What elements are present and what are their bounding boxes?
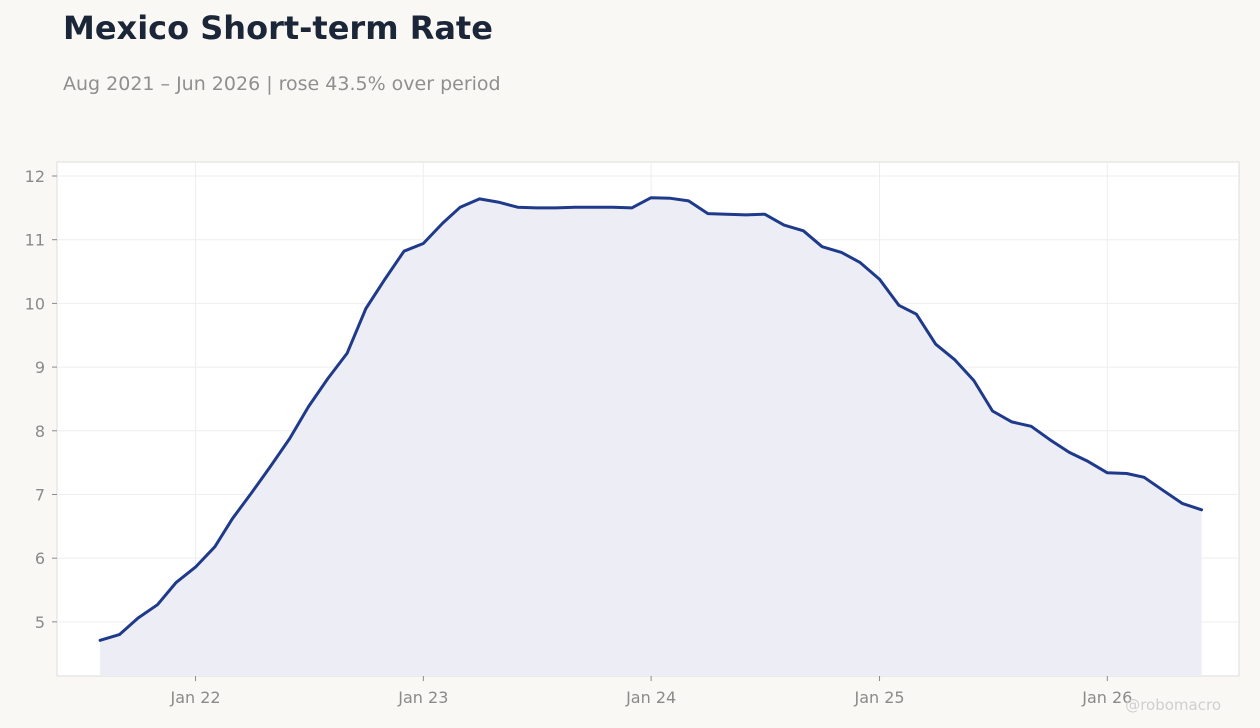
data-point (744, 213, 748, 217)
data-point (1086, 460, 1090, 463)
data-point (118, 633, 121, 636)
y-tick-label: 8 (35, 422, 45, 441)
data-point (1030, 425, 1033, 428)
data-point (288, 437, 291, 440)
data-point (269, 465, 272, 468)
x-tick-label: Jan 26 (1081, 688, 1132, 707)
series-area (100, 197, 1202, 676)
data-point (878, 278, 881, 281)
data-point (250, 491, 253, 494)
data-point (972, 379, 975, 382)
y-tick-label: 12 (25, 167, 45, 186)
data-point (592, 206, 595, 209)
watermark: @robomacro (1125, 696, 1221, 714)
data-point (763, 213, 766, 216)
data-point (1106, 471, 1109, 474)
data-point (231, 517, 234, 520)
axis-ticks: 5 6 7 8 9 10 11 12 Jan 22 Jan 23 Jan 24 Jan 25 Jan 2… (25, 167, 1133, 707)
data-point (1010, 420, 1013, 424)
x-tick-label: Jan 24 (625, 688, 676, 707)
x-tick-label: Jan 25 (853, 688, 904, 707)
data-point (213, 545, 217, 548)
data-point (422, 242, 425, 245)
data-point (402, 250, 406, 253)
data-point (326, 377, 329, 380)
y-tick-label: 9 (35, 358, 45, 377)
data-point (364, 307, 368, 310)
data-point (669, 197, 672, 200)
data-point (897, 304, 901, 307)
data-point (991, 409, 994, 413)
data-point (459, 206, 462, 209)
data-point (98, 639, 102, 642)
data-point (840, 251, 843, 254)
data-point (953, 358, 956, 361)
data-point (478, 197, 481, 201)
data-point (1068, 451, 1071, 454)
data-point (859, 261, 862, 264)
data-point (1048, 438, 1052, 441)
data-point (1181, 502, 1184, 505)
y-tick-label: 5 (35, 613, 45, 632)
data-point (687, 199, 690, 203)
data-point (1142, 476, 1146, 479)
data-point (516, 206, 519, 209)
data-point (307, 405, 310, 408)
y-tick-label: 7 (35, 485, 45, 504)
data-point (820, 245, 824, 248)
data-point (611, 206, 615, 209)
data-point (136, 616, 140, 620)
data-point (725, 213, 728, 216)
data-point (802, 229, 805, 232)
y-tick-label: 11 (25, 231, 45, 250)
data-point (1162, 489, 1165, 492)
data-point (934, 343, 937, 346)
data-point (497, 200, 500, 204)
y-tick-label: 10 (25, 294, 45, 313)
data-point (194, 565, 197, 569)
data-point (554, 206, 557, 210)
data-point (573, 206, 577, 209)
data-point (1200, 508, 1203, 511)
chart-title: Mexico Short-term Rate (63, 9, 493, 47)
x-tick-label: Jan 22 (169, 688, 220, 707)
chart-subtitle: Aug 2021 – Jun 2026 | rose 43.5% over pe… (63, 73, 501, 95)
data-point (630, 206, 633, 210)
data-point (346, 351, 349, 355)
data-point (1125, 472, 1128, 475)
data-point (535, 206, 538, 210)
data-point (915, 313, 918, 316)
data-point (384, 277, 387, 280)
x-tick-label: Jan 23 (397, 688, 448, 707)
data-points (98, 196, 1203, 642)
y-tick-label: 6 (35, 549, 45, 568)
data-point (706, 212, 710, 215)
data-point (156, 603, 159, 606)
data-point (175, 581, 178, 584)
data-point (441, 221, 444, 225)
data-point (649, 196, 653, 199)
data-point (782, 223, 786, 227)
